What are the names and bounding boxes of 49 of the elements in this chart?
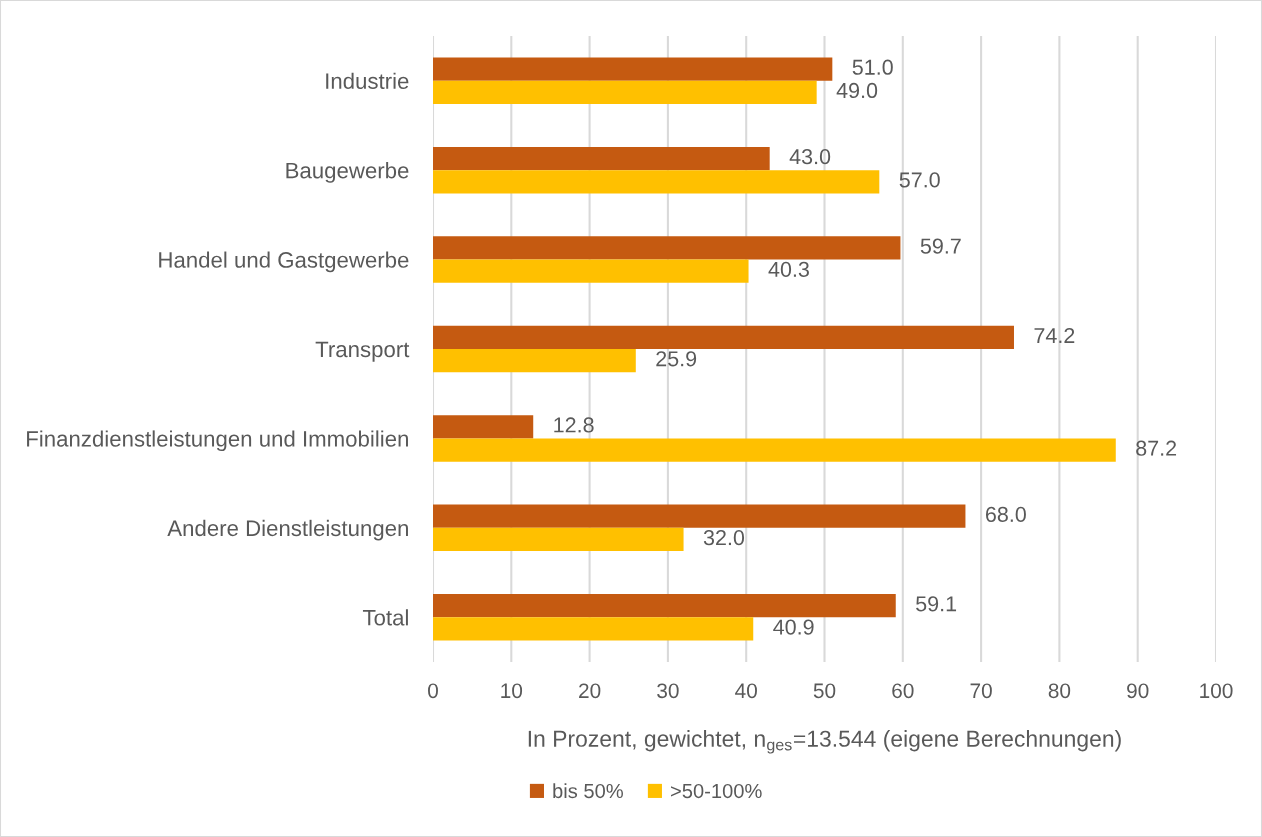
y-tick-label: Industrie [326,72,409,89]
y-tick-label: Transport [315,341,410,362]
data-label: 40.9 [773,619,814,635]
legend-label: bis 50% [553,783,623,799]
data-label: 87.2 [1136,440,1177,456]
bar [433,236,901,260]
x-tick-label: 50 [813,683,836,699]
bar [433,617,754,641]
x-tick-label: 90 [1127,683,1149,699]
data-label: 32.0 [703,530,745,546]
bar [433,57,833,81]
x-tick-label: 100 [1200,683,1233,699]
bar [433,527,684,552]
data-label: 40.3 [768,261,809,277]
y-tick-label: Total [362,609,408,626]
x-tick-label: 30 [657,683,679,699]
x-tick-label: 20 [579,683,601,699]
y-tick-label: Baugewerbe [286,162,409,183]
x-axis-title: In Prozent, gewichtet, n$_{ges}$=13.544 (eigene Berechnungen) [528,730,1121,754]
x-tick-label: 0 [428,683,438,699]
bar [433,259,749,283]
data-label: 49.0 [836,82,878,99]
bar [433,325,1014,349]
data-label: 68.0 [985,506,1026,523]
bar [433,146,770,171]
bar [433,80,817,104]
data-label: 25.9 [656,351,697,367]
y-tick-label: Handel und Gastgewerbe [159,251,409,273]
x-tick-label: 10 [501,683,523,699]
x-tick-label: 70 [970,683,992,699]
data-label: 51.0 [852,59,893,75]
data-label: 74.2 [1034,327,1075,343]
x-tick-label: 80 [1048,683,1071,699]
bar [433,349,636,373]
data-label: 12.8 [554,417,594,433]
legend-label: >50-100% [671,783,762,799]
bar [433,504,966,528]
bar [433,438,1116,462]
x-tick-label: 60 [892,683,914,699]
bar [433,170,880,194]
y-tick-label: Andere Dienstleistungen [167,519,408,541]
y-tick-label: Finanzdienstleistungen und Immobilien [27,430,408,452]
bar [433,415,534,439]
data-label: 57.0 [899,172,940,188]
data-label: 59.1 [916,596,957,612]
data-label: 43.0 [789,149,831,165]
data-label: 59.7 [920,238,961,254]
x-tick-label: 40 [735,683,757,699]
bar [433,594,896,618]
